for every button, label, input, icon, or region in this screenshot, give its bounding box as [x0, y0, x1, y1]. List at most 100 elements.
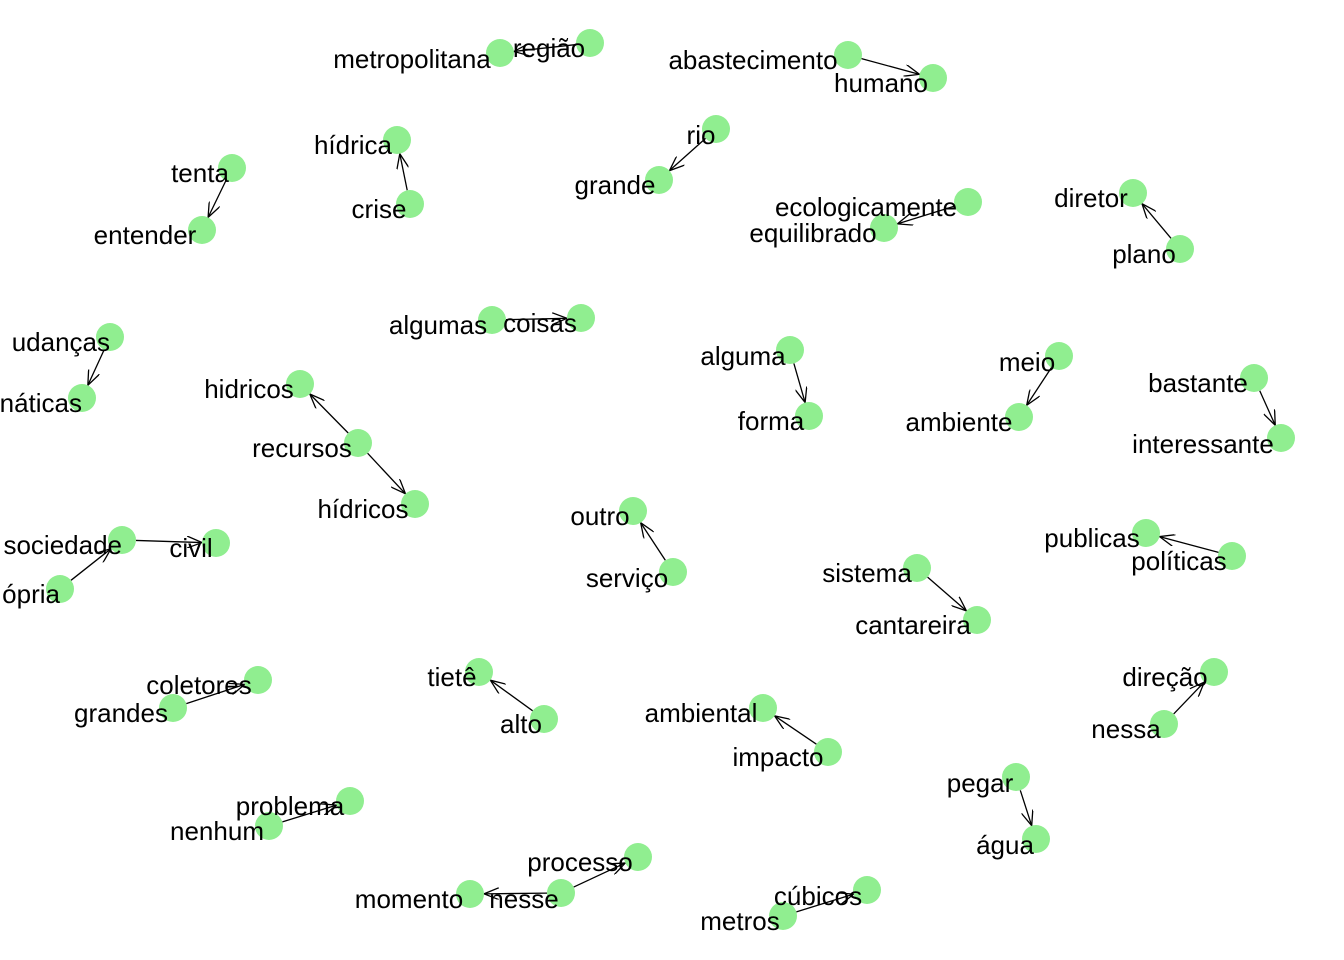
- node-label-ambiente: ambiente: [906, 407, 1013, 437]
- node-tenta: [218, 154, 246, 182]
- node-label-bastante: bastante: [1148, 368, 1248, 398]
- node-alto: [530, 705, 558, 733]
- edge-sociedade-to-civil: [135, 540, 202, 542]
- edge-ecologicamente-to-equilibrado: [897, 205, 955, 224]
- node-coletores: [244, 666, 272, 694]
- edges-layer: [70, 45, 1275, 913]
- node-impacto: [814, 738, 842, 766]
- node-label-problema: problema: [236, 791, 345, 821]
- node-label-outro: outro: [570, 501, 629, 531]
- node-ecologicamente: [954, 188, 982, 216]
- node-label-agua: água: [976, 830, 1034, 860]
- node-ambiental: [749, 694, 777, 722]
- edge-alto-to-tiete: [490, 680, 534, 712]
- edge-impacto-to-ambiental: [775, 716, 817, 745]
- node-hidricos2: [401, 490, 429, 518]
- edge-nessa-to-direcao: [1173, 682, 1205, 715]
- node-label-interessante: interessante: [1132, 429, 1274, 459]
- edge-grandes-to-coletores: [186, 684, 244, 705]
- node-label-direcao: direção: [1122, 662, 1207, 692]
- node-label-nesse: nesse: [489, 884, 558, 914]
- node-label-publicas: publicas: [1044, 523, 1139, 553]
- node-cubicos: [853, 876, 881, 904]
- node-hidricos1: [286, 370, 314, 398]
- node-equilibrado: [870, 214, 898, 242]
- node-label-ecologicamente: ecologicamente: [775, 192, 957, 222]
- node-label-hidricos1: hidricos: [204, 374, 294, 404]
- edge-meio-to-ambiente: [1027, 367, 1052, 406]
- node-tiete: [465, 658, 493, 686]
- node-label-meio: meio: [999, 347, 1055, 377]
- node-outro: [619, 497, 647, 525]
- node-label-regiao: região: [513, 33, 585, 63]
- node-publicas: [1132, 519, 1160, 547]
- node-label-impacto: impacto: [732, 742, 823, 772]
- node-crise: [396, 190, 424, 218]
- node-civil: [202, 529, 230, 557]
- node-nesse: [547, 879, 575, 907]
- node-sistema: [903, 554, 931, 582]
- node-label-equilibrado: equilibrado: [749, 218, 876, 248]
- node-label-tenta: tenta: [171, 158, 229, 188]
- edge-rio-to-grande: [669, 137, 707, 170]
- edge-abastecimento-to-humano: [861, 58, 920, 75]
- node-label-civil: civil: [169, 533, 212, 563]
- node-processo: [624, 843, 652, 871]
- node-servico: [659, 558, 687, 586]
- edge-metros-to-cubicos: [796, 894, 853, 913]
- edge-mudancas-to-climaticas: [88, 349, 105, 386]
- node-label-mudancas: udanças: [12, 327, 110, 357]
- node-humano: [919, 64, 947, 92]
- node-label-nessa: nessa: [1091, 714, 1161, 744]
- node-label-ambiental: ambiental: [645, 698, 758, 728]
- node-mudancas: [96, 323, 124, 351]
- node-nenhum: [255, 812, 283, 840]
- node-label-recursos: recursos: [252, 433, 352, 463]
- node-label-alto: alto: [500, 709, 542, 739]
- node-propria: [46, 575, 74, 603]
- edge-crise-to-hidrica: [400, 154, 407, 191]
- node-direcao: [1200, 658, 1228, 686]
- node-label-sistema: sistema: [822, 558, 912, 588]
- node-label-pegar: pegar: [947, 768, 1014, 798]
- node-cantareira: [963, 606, 991, 634]
- edge-recursos-to-hidricos1: [310, 394, 349, 434]
- node-alguma: [776, 336, 804, 364]
- nodes-layer: [46, 29, 1295, 930]
- edge-propria-to-sociedade: [70, 549, 111, 581]
- node-nessa: [1150, 710, 1178, 738]
- node-label-grande: grande: [575, 170, 656, 200]
- node-plano: [1166, 235, 1194, 263]
- node-label-nenhum: nenhum: [170, 816, 264, 846]
- node-politicas: [1218, 542, 1246, 570]
- node-regiao: [576, 29, 604, 57]
- node-problema: [336, 787, 364, 815]
- node-algumas: [478, 306, 506, 334]
- edge-pegar-to-agua: [1019, 790, 1031, 825]
- node-recursos: [344, 429, 372, 457]
- node-label-alguma: alguma: [700, 341, 786, 371]
- node-label-humano: humano: [834, 68, 928, 98]
- node-pegar: [1002, 763, 1030, 791]
- node-label-hidrica: hídrica: [314, 130, 393, 160]
- node-entender: [188, 216, 216, 244]
- node-label-tiete: tietê: [427, 662, 476, 692]
- node-grandes: [159, 694, 187, 722]
- node-label-metros: metros: [700, 906, 779, 936]
- edge-nesse-to-processo: [573, 863, 626, 888]
- node-metropolitana: [486, 39, 514, 67]
- edge-nesse-to-momento: [484, 893, 548, 894]
- node-agua: [1022, 825, 1050, 853]
- node-label-climaticas: náticas: [0, 388, 82, 418]
- node-bastante: [1240, 364, 1268, 392]
- node-label-momento: momento: [355, 884, 463, 914]
- node-label-grandes: grandes: [74, 698, 168, 728]
- node-grande: [645, 166, 673, 194]
- edge-politicas-to-publicas: [1160, 537, 1219, 554]
- node-label-algumas: algumas: [389, 310, 487, 340]
- node-label-cantareira: cantareira: [855, 610, 971, 640]
- node-sociedade: [108, 526, 136, 554]
- node-label-sociedade: sociedade: [3, 530, 122, 560]
